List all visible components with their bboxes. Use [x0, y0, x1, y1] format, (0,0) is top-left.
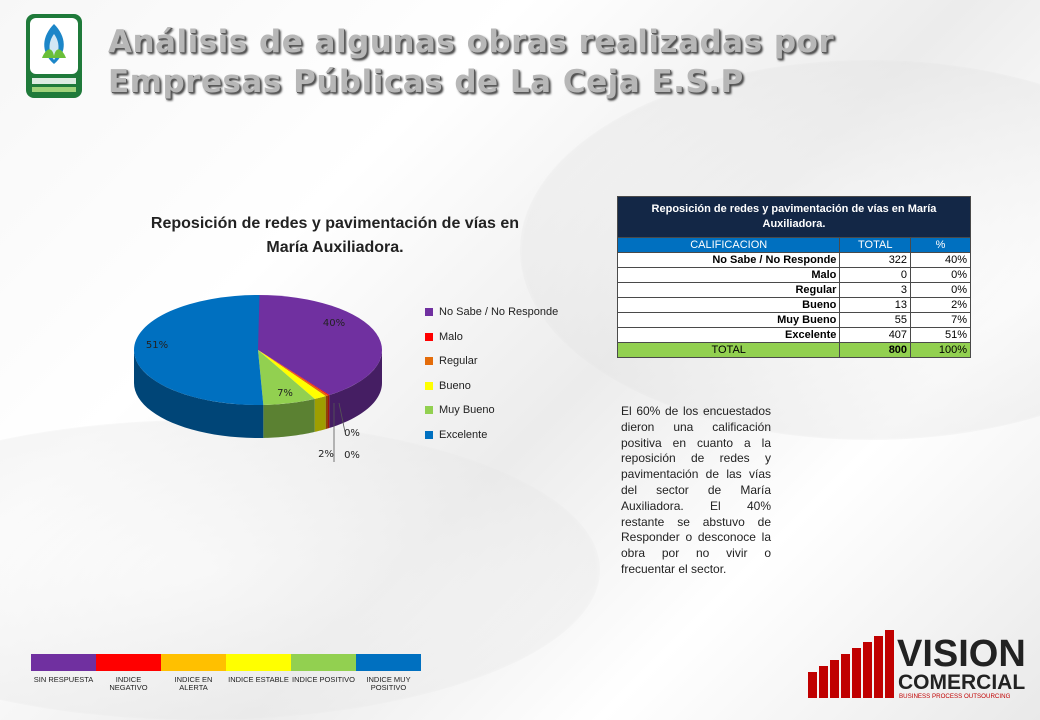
pie-slice-side: [325, 395, 329, 430]
legend-swatch: [425, 406, 433, 415]
legend-swatch: [425, 430, 433, 439]
pie-slice: [258, 350, 330, 396]
legend-item: Bueno: [425, 374, 558, 399]
pie-data-label: 51%: [146, 340, 168, 351]
page-title-line2: Empresas Públicas de La Ceja E.S.P: [108, 64, 744, 100]
legend-swatch: [425, 308, 433, 317]
pie-data-label: 0%: [344, 450, 360, 461]
scale-label: INDICE EN ALERTA: [174, 675, 213, 692]
legend-item: Malo: [425, 325, 558, 350]
legend-item: Excelente: [425, 423, 558, 448]
table-cell-pct: 2%: [910, 297, 971, 313]
company-logo: [26, 14, 82, 98]
table-header-row: CALIFICACION TOTAL %: [616, 237, 971, 253]
vc-logo-word2: COMERCIAL: [898, 671, 1025, 694]
pie-slice: [258, 350, 315, 405]
page-title-line1: Análisis de algunas obras realizadas por: [108, 24, 835, 60]
table-cell-pct: 0%: [910, 282, 971, 298]
legend-label: Muy Bueno: [439, 404, 495, 417]
legend-item: No Sabe / No Responde: [425, 300, 558, 325]
pie-data-label: 2%: [318, 449, 334, 460]
pie-slice: [133, 295, 264, 405]
pie-slice: [258, 350, 326, 399]
table-header-cell: CALIFICACION: [616, 237, 841, 253]
pie-leader-line: [338, 402, 346, 433]
page-title: Análisis de algunas obras realizadas por…: [108, 22, 834, 102]
pie-slice-side: [134, 350, 264, 438]
table-cell-total: 407: [839, 327, 912, 343]
table-row: No Sabe / No Responde 322 40%: [616, 252, 971, 268]
table-header-cell: %: [910, 237, 971, 253]
pie-slice-side: [329, 350, 382, 428]
table-cell-label: Muy Bueno: [616, 312, 841, 328]
legend-item: Muy Bueno: [425, 398, 558, 423]
chart-legend: No Sabe / No Responde Malo Regular Bueno Muy…: [425, 300, 558, 447]
legend-swatch: [425, 357, 433, 366]
pie-data-label: 0%: [344, 428, 360, 439]
vision-comercial-logo: VISION COMERCIAL BUSINESS PROCESS OUTSOU…: [808, 630, 1026, 700]
pie-slice-side: [263, 398, 315, 438]
vc-logo-word1: VISION: [897, 633, 1026, 675]
legend-label: Excelente: [439, 428, 488, 441]
table-row: Regular 3 0%: [616, 282, 971, 298]
chart-title: Reposición de redes y pavimentación de v…: [130, 212, 540, 260]
pie-slice: [258, 350, 329, 397]
table-cell-total: 0: [839, 267, 912, 283]
scale-label: SIN RESPUESTA: [33, 675, 94, 684]
table-cell-total: 322: [839, 252, 912, 268]
table-row: Bueno 13 2%: [616, 297, 971, 313]
legend-label: Bueno: [439, 379, 471, 392]
table-cell-total: 55: [839, 312, 912, 328]
pie-data-label: 40%: [323, 318, 345, 329]
table-total-label: TOTAL: [616, 342, 841, 358]
scale-segment: [356, 654, 421, 671]
table-header-cell: TOTAL: [839, 237, 912, 253]
table-cell-label: Excelente: [616, 327, 841, 343]
table-cell-pct: 40%: [910, 252, 971, 268]
table-cell-pct: 0%: [910, 267, 971, 283]
table-cell-label: No Sabe / No Responde: [616, 252, 841, 268]
scale-label: INDICE POSITIVO: [292, 675, 355, 684]
chart-title-line2: María Auxiliadora.: [266, 239, 404, 256]
pie-slice: [258, 295, 383, 395]
legend-swatch: [425, 332, 433, 341]
table-cell-total: 13: [839, 297, 912, 313]
scale-label: INDICE ESTABLE: [228, 675, 289, 684]
table-row: Excelente 407 51%: [616, 327, 971, 343]
table-total-row: TOTAL 800 100%: [616, 342, 971, 358]
table-title: Reposición de redes y pavimentación de v…: [617, 196, 971, 238]
table-cell-label: Bueno: [616, 297, 841, 313]
table-row: Muy Bueno 55 7%: [616, 312, 971, 328]
scale-segment: [96, 654, 161, 671]
pie-slice-side: [314, 396, 326, 432]
results-table: Reposición de redes y pavimentación de v…: [616, 196, 971, 358]
table-cell-pct: 7%: [910, 312, 971, 328]
analysis-note: El 60% de los encuestados dieron una cal…: [621, 404, 771, 576]
table-row: Malo 0 0%: [616, 267, 971, 283]
pie-data-label: 7%: [277, 388, 293, 399]
scale-segment: [291, 654, 356, 671]
table-cell-total: 3: [839, 282, 912, 298]
table-total-pct: 100%: [910, 342, 971, 358]
table-total-value: 800: [839, 342, 912, 358]
legend-label: Regular: [439, 355, 478, 368]
table-cell-label: Malo: [616, 267, 841, 283]
legend-label: No Sabe / No Responde: [439, 306, 559, 319]
color-scale-labels: SIN RESPUESTA INDICE NEGATIVO INDICE EN AL…: [31, 676, 421, 692]
scale-segment: [31, 654, 96, 671]
legend-swatch: [425, 381, 433, 390]
table-cell-pct: 51%: [910, 327, 971, 343]
legend-item: Regular: [425, 349, 558, 374]
scale-label: INDICE MUY POSITIVO: [366, 675, 411, 692]
legend-label: Malo: [439, 330, 463, 343]
table-cell-label: Regular: [616, 282, 841, 298]
pie-slice-side: [328, 394, 330, 429]
scale-label: INDICE NEGATIVO: [109, 675, 148, 692]
scale-segment: [226, 654, 291, 671]
color-scale-bar: [31, 654, 421, 671]
vc-logo-tagline: BUSINESS PROCESS OUTSOURCING: [899, 693, 1011, 700]
scale-segment: [161, 654, 226, 671]
chart-title-line1: Reposición de redes y pavimentación de v…: [150, 215, 520, 232]
